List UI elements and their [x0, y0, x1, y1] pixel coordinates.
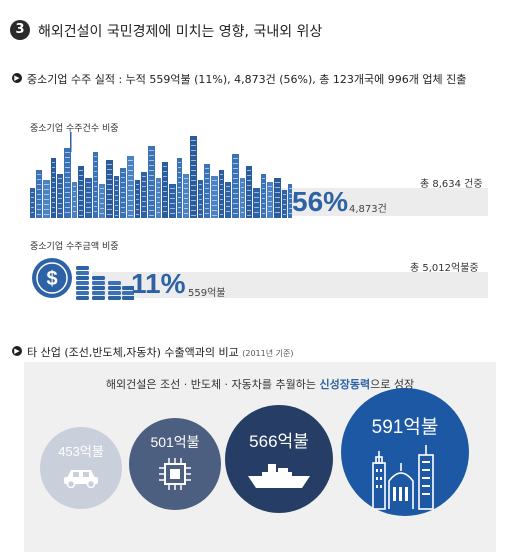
caption-post: 으로 성장	[370, 378, 415, 391]
chip-value: 501억불	[150, 434, 200, 450]
section-number: 3	[10, 20, 30, 40]
svg-text:$: $	[46, 268, 57, 290]
section-title: 해외건설이 국민경제에 미치는 영향, 국내외 위상	[38, 24, 323, 40]
compare-headline: 타 산업 (조선,반도체,자동차) 수출액과의 비교 (2011년 기준)	[27, 344, 293, 360]
caption-pre: 해외건설은 조선 · 반도체 · 자동차를 추월하는	[105, 378, 317, 391]
ship-icon	[248, 464, 310, 488]
chip-value-circle: 501억불	[129, 418, 221, 510]
compare-headline-text: 타 산업 (조선,반도체,자동차) 수출액과의 비교	[27, 346, 239, 359]
sme-headline: 중소기업 수주 실적 : 누적 559억불 (11%), 4,873건 (56%…	[27, 73, 467, 86]
city-skyline-icon	[30, 132, 292, 218]
count-value: 4,873건	[349, 204, 387, 215]
amount-value: 559억불	[188, 288, 226, 299]
compare-note: (2011년 기준)	[242, 349, 294, 358]
car-icon	[64, 470, 98, 489]
chip-icon	[159, 458, 191, 490]
count-percent: 56%	[292, 186, 349, 217]
buildings-value: 591억불	[371, 417, 439, 438]
amount-total: 총 5,012억불중	[410, 263, 479, 274]
buildings-value-circle: 591억불	[341, 388, 469, 516]
count-total: 총 8,634 건중	[420, 179, 483, 190]
amount-bar-track	[92, 272, 488, 298]
compare-caption: 해외건설은 조선 · 반도체 · 자동차를 추월하는 신성장동력으로 성장	[0, 376, 520, 392]
caption-highlight: 신성장동력	[319, 378, 371, 391]
ship-value: 566억불	[249, 432, 309, 451]
count-bar-track	[270, 188, 488, 216]
amount-percent: 11%	[131, 268, 186, 299]
bullet-arrow-icon: ▶	[12, 346, 22, 356]
count-label: 중소기업 수주건수 비중	[30, 124, 119, 134]
amount-label: 중소기업 수주금액 비중	[30, 242, 119, 252]
car-value: 453억불	[58, 444, 104, 459]
coin-stack-icon: $	[32, 258, 134, 300]
bullet-arrow-icon: ▶	[12, 73, 22, 83]
buildings-icon	[372, 445, 434, 510]
ship-value-circle: 566억불	[225, 405, 333, 513]
car-value-circle: 453억불	[40, 427, 122, 509]
